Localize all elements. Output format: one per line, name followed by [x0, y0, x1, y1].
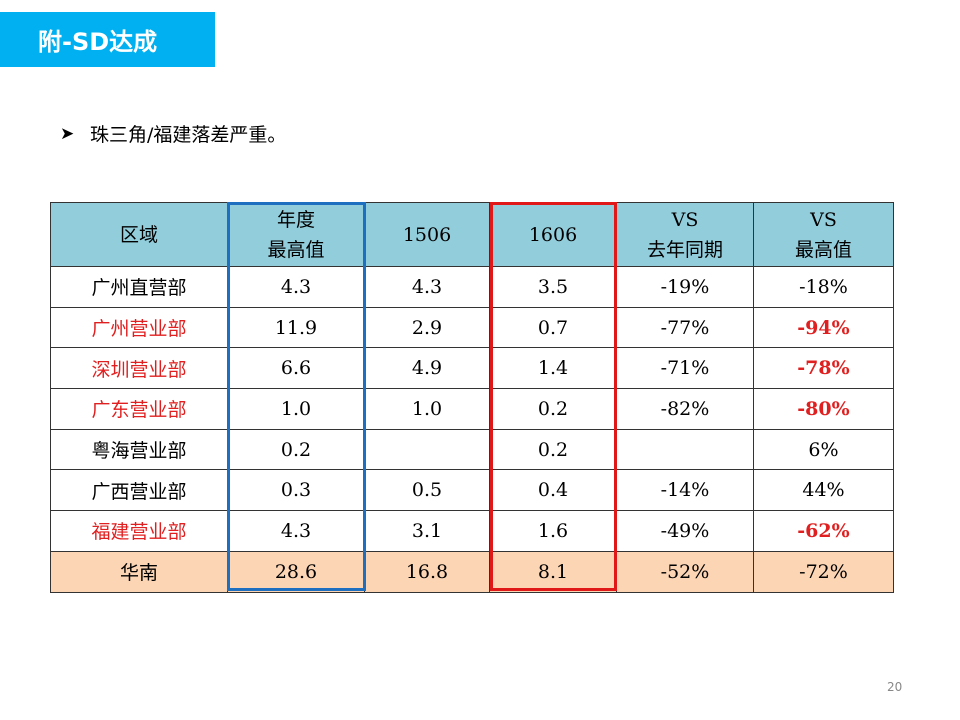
vs-last-year-cell: -71% [616, 347, 754, 390]
table-row: 广州营业部 11.9 2.9 0.7 -77% -94% [50, 306, 894, 349]
value-1606-cell: 3.5 [489, 266, 617, 308]
table-row: 广州直营部 4.3 4.3 3.5 -19% -18% [50, 266, 894, 308]
table-row: 深圳营业部 6.6 4.9 1.4 -71% -78% [50, 347, 894, 390]
vs-max-cell: -94% [753, 306, 894, 349]
results-table: 区域 年度 最高值 1506 1606 VS 去年同期 VS 最高值 广州直营部 4.… [50, 202, 894, 593]
vs-last-year-cell: -49% [616, 510, 754, 552]
annual-max-cell: 11.9 [227, 306, 365, 349]
vs-last-year-cell: -52% [616, 550, 754, 593]
vs-max-cell: -72% [753, 550, 894, 593]
vs-last-year-cell: -82% [616, 388, 754, 430]
value-1606-cell: 0.4 [489, 469, 617, 512]
value-1606-cell: 8.1 [489, 550, 617, 593]
table-row: 粤海营业部 0.2 0.2 6% [50, 428, 894, 471]
value-1506-cell: 4.3 [364, 266, 490, 308]
region-cell: 广西营业部 [50, 469, 228, 512]
vs-max-cell: 6% [753, 428, 894, 471]
value-1606-cell: 1.4 [489, 347, 617, 390]
slide-title: 附-SD达成 [0, 12, 215, 67]
vs-max-cell: -62% [753, 510, 894, 552]
region-cell: 华南 [50, 550, 228, 593]
column-header-vs-last-year: VS 去年同期 [616, 202, 754, 267]
annual-max-cell: 4.3 [227, 266, 365, 308]
value-1506-cell: 0.5 [364, 469, 490, 512]
value-1506-cell: 16.8 [364, 550, 490, 593]
vs-last-year-cell: -14% [616, 469, 754, 512]
bullet-text: 珠三角/福建落差严重。 [90, 124, 287, 146]
vs-last-year-cell [616, 428, 754, 471]
region-cell: 深圳营业部 [50, 347, 228, 390]
region-cell: 福建营业部 [50, 510, 228, 552]
vs-last-year-cell: -77% [616, 306, 754, 349]
annual-max-cell: 0.2 [227, 428, 365, 471]
value-1506-cell: 1.0 [364, 388, 490, 430]
column-header-annual-max: 年度 最高值 [227, 202, 365, 267]
total-row: 华南 28.6 16.8 8.1 -52% -72% [50, 550, 894, 593]
value-1506-cell: 4.9 [364, 347, 490, 390]
value-1606-cell: 0.7 [489, 306, 617, 349]
value-1506-cell: 3.1 [364, 510, 490, 552]
annual-max-cell: 6.6 [227, 347, 365, 390]
vs-max-cell: -78% [753, 347, 894, 390]
annual-max-cell: 1.0 [227, 388, 365, 430]
region-cell: 广州营业部 [50, 306, 228, 349]
vs-max-cell: -80% [753, 388, 894, 430]
vs-max-cell: 44% [753, 469, 894, 512]
vs-max-cell: -18% [753, 266, 894, 308]
region-cell: 粤海营业部 [50, 428, 228, 471]
table-header-row: 区域 年度 最高值 1506 1606 VS 去年同期 VS 最高值 [50, 202, 894, 267]
value-1506-cell [364, 428, 490, 471]
column-header-1506: 1506 [364, 202, 490, 267]
annual-max-cell: 28.6 [227, 550, 365, 593]
table-row: 福建营业部 4.3 3.1 1.6 -49% -62% [50, 510, 894, 552]
bullet-point: ➤ 珠三角/福建落差严重。 [60, 120, 286, 147]
vs-last-year-cell: -19% [616, 266, 754, 308]
column-header-vs-max: VS 最高值 [753, 202, 894, 267]
column-header-1606: 1606 [489, 202, 617, 267]
annual-max-cell: 4.3 [227, 510, 365, 552]
page-number: 20 [887, 680, 903, 694]
column-header-region: 区域 [50, 202, 228, 267]
table-row: 广西营业部 0.3 0.5 0.4 -14% 44% [50, 469, 894, 512]
value-1506-cell: 2.9 [364, 306, 490, 349]
value-1606-cell: 0.2 [489, 388, 617, 430]
region-cell: 广州直营部 [50, 266, 228, 308]
table-row: 广东营业部 1.0 1.0 0.2 -82% -80% [50, 388, 894, 430]
value-1606-cell: 1.6 [489, 510, 617, 552]
arrowhead-bullet-icon: ➤ [60, 123, 75, 144]
annual-max-cell: 0.3 [227, 469, 365, 512]
value-1606-cell: 0.2 [489, 428, 617, 471]
region-cell: 广东营业部 [50, 388, 228, 430]
